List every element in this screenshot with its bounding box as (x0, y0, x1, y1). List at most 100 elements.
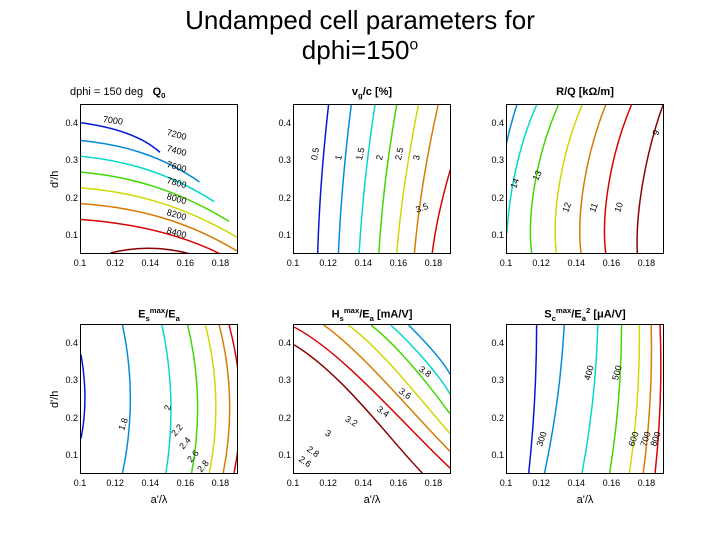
y-tick: 0.4 (275, 118, 291, 128)
y-tick: 0.4 (488, 118, 504, 128)
x-tick: 0.16 (603, 478, 621, 488)
x-tick: 0.16 (390, 258, 408, 268)
contour-curve (338, 105, 351, 253)
x-tick: 0.12 (106, 258, 124, 268)
x-tick: 0.12 (106, 478, 124, 488)
x-tick: 0.14 (567, 258, 585, 268)
subplot-title: Hsmax/Ea [mA/V] (293, 306, 451, 323)
contour-curve (219, 325, 229, 473)
x-tick: 0.18 (212, 478, 230, 488)
subplot-3: Esmax/Ead'/ha'/λ1.822.22.42.62.80.10.20.… (48, 302, 261, 522)
plot-area: 300400500600700800 (506, 324, 664, 474)
subplot-4: Hsmax/Ea [mA/V]a'/λ2.62.833.23.43.63.80.… (261, 302, 474, 522)
x-tick: 0.1 (74, 258, 87, 268)
x-tick: 0.18 (638, 258, 656, 268)
x-tick: 0.14 (354, 258, 372, 268)
y-tick: 0.4 (275, 338, 291, 348)
contour-curve (229, 325, 240, 473)
x-axis-label: a'/λ (80, 494, 238, 506)
contour-curve (604, 105, 631, 253)
y-tick: 0.2 (488, 193, 504, 203)
subplot-5: Scmax/Ea2 [μA/V]a'/λ3004005006007008000.… (474, 302, 687, 522)
contour-curve (432, 164, 452, 253)
contour-curve (162, 325, 171, 473)
contour-curve (81, 204, 237, 251)
x-tick: 0.14 (567, 478, 585, 488)
y-tick: 0.4 (62, 338, 78, 348)
contour-curve (397, 105, 419, 253)
title-line-1: Undamped cell parameters for (0, 6, 720, 36)
contour-curve (414, 105, 438, 253)
y-tick: 0.1 (275, 450, 291, 460)
x-tick: 0.14 (141, 258, 159, 268)
contour-curve (610, 325, 622, 473)
contour-curve (294, 327, 450, 468)
x-axis-label: a'/λ (293, 494, 451, 506)
x-tick: 0.1 (74, 478, 87, 488)
y-tick: 0.3 (275, 375, 291, 385)
y-tick: 0.2 (488, 413, 504, 423)
x-tick: 0.16 (177, 478, 195, 488)
contour-lines (507, 325, 663, 473)
x-tick: 0.1 (287, 258, 300, 268)
y-tick: 0.2 (62, 413, 78, 423)
contour-curve (555, 105, 582, 253)
contour-curve (81, 123, 160, 153)
contour-curve (81, 219, 237, 262)
subplot-grid: Q0d'/h700072007400760078008000820084000.… (48, 82, 688, 522)
contour-curve (637, 105, 663, 253)
x-tick: 0.18 (638, 478, 656, 488)
contour-curve (122, 325, 130, 473)
contour-curve (391, 325, 450, 394)
x-axis-label: a'/λ (506, 494, 664, 506)
y-tick: 0.3 (62, 375, 78, 385)
contour-curve (359, 105, 375, 253)
y-axis-label: d'/h (48, 104, 62, 254)
page-title: Undamped cell parameters for dphi=150o (0, 0, 720, 66)
y-tick: 0.3 (488, 375, 504, 385)
contour-label: 0.5 (309, 147, 321, 161)
subplot-1: vg/c [%]0.511.522.533.50.10.20.30.40.10.… (261, 82, 474, 302)
x-tick: 0.1 (500, 478, 513, 488)
y-tick: 0.1 (275, 230, 291, 240)
subplot-title: Esmax/Ea (80, 306, 238, 323)
y-tick: 0.1 (488, 450, 504, 460)
subplot-title: Scmax/Ea2 [μA/V] (506, 306, 664, 323)
contour-curve (580, 105, 606, 253)
contour-lines (294, 105, 450, 253)
subplot-title: Q0 (80, 86, 238, 100)
y-tick: 0.3 (488, 155, 504, 165)
x-tick: 0.1 (500, 258, 513, 268)
y-tick: 0.4 (62, 118, 78, 128)
y-tick: 0.1 (62, 450, 78, 460)
subplot-2: R/Q [kΩ/m]910111213140.10.20.30.40.10.12… (474, 82, 687, 302)
subplot-0: Q0d'/h700072007400760078008000820084000.… (48, 82, 261, 302)
contour-curve (545, 325, 565, 473)
plot-area: 0.511.522.533.5 (293, 104, 451, 254)
y-tick: 0.3 (275, 155, 291, 165)
contour-lines (81, 325, 237, 473)
plot-area: 70007200740076007800800082008400 (80, 104, 238, 254)
x-tick: 0.18 (425, 258, 443, 268)
plot-area: 1.822.22.42.62.8 (80, 324, 238, 474)
x-tick: 0.14 (141, 478, 159, 488)
x-tick: 0.12 (319, 478, 337, 488)
x-tick: 0.16 (390, 478, 408, 488)
y-tick: 0.2 (62, 193, 78, 203)
contour-lines (81, 105, 237, 253)
contour-curve (81, 355, 85, 439)
contour-curve (582, 325, 598, 473)
y-tick: 0.2 (275, 413, 291, 423)
x-tick: 0.18 (212, 258, 230, 268)
contour-lines (507, 105, 663, 253)
contour-curve (379, 105, 397, 253)
contour-curve (318, 105, 329, 253)
y-tick: 0.1 (62, 230, 78, 240)
contour-curve (643, 325, 651, 473)
y-tick: 0.3 (62, 155, 78, 165)
contour-curve (629, 325, 639, 473)
x-tick: 0.16 (603, 258, 621, 268)
y-axis-label: d'/h (48, 324, 62, 474)
x-tick: 0.1 (287, 478, 300, 488)
subplot-title: R/Q [kΩ/m] (506, 86, 664, 98)
